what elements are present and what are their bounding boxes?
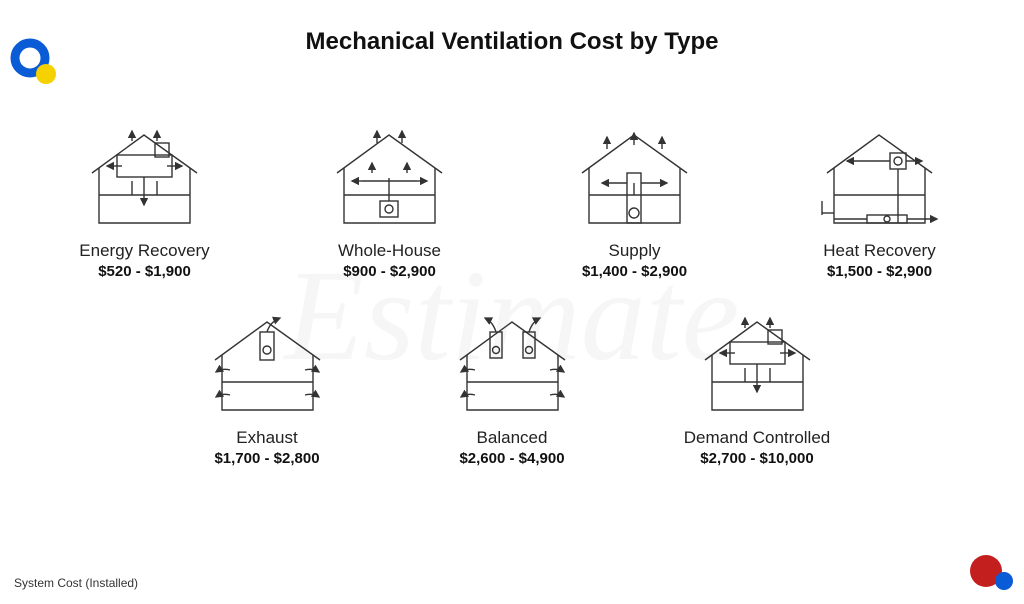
card-label: Energy Recovery bbox=[79, 241, 209, 261]
footnote-text: System Cost (Installed) bbox=[14, 576, 138, 590]
card-label: Balanced bbox=[477, 428, 548, 448]
card-price: $1,400 - $2,900 bbox=[582, 263, 687, 280]
card-label: Heat Recovery bbox=[823, 241, 935, 261]
card-price: $2,700 - $10,000 bbox=[700, 450, 813, 467]
house-diagram-icon bbox=[77, 123, 212, 233]
card-label: Whole-House bbox=[338, 241, 441, 261]
page-title: Mechanical Ventilation Cost by Type bbox=[0, 28, 1024, 56]
house-diagram-icon bbox=[690, 310, 825, 420]
card-whole-house: Whole-House $900 - $2,900 bbox=[302, 123, 477, 280]
card-price: $2,600 - $4,900 bbox=[459, 450, 564, 467]
card-heat-recovery: Heat Recovery $1,500 - $2,900 bbox=[792, 123, 967, 280]
grid-row-1: Energy Recovery $520 - $1,900 bbox=[57, 123, 967, 280]
card-energy-recovery: Energy Recovery $520 - $1,900 bbox=[57, 123, 232, 280]
card-label: Exhaust bbox=[236, 428, 297, 448]
card-balanced: Balanced $2,600 - $4,900 bbox=[425, 310, 600, 467]
card-price: $900 - $2,900 bbox=[343, 263, 436, 280]
brand-logo-bottom-right bbox=[966, 549, 1016, 596]
card-supply: Supply $1,400 - $2,900 bbox=[547, 123, 722, 280]
brand-logo-top-left bbox=[8, 36, 62, 95]
grid-row-2: Exhaust $1,700 - $2,800 bbox=[180, 310, 845, 467]
house-diagram-icon bbox=[812, 123, 947, 233]
house-diagram-icon bbox=[445, 310, 580, 420]
house-diagram-icon bbox=[200, 310, 335, 420]
card-label: Supply bbox=[609, 241, 661, 261]
card-price: $1,500 - $2,900 bbox=[827, 263, 932, 280]
card-demand-controlled: Demand Controlled $2,700 - $10,000 bbox=[670, 310, 845, 467]
house-diagram-icon bbox=[567, 123, 702, 233]
ventilation-grid: Energy Recovery $520 - $1,900 bbox=[0, 123, 1024, 467]
card-price: $1,700 - $2,800 bbox=[214, 450, 319, 467]
house-diagram-icon bbox=[322, 123, 457, 233]
card-exhaust: Exhaust $1,700 - $2,800 bbox=[180, 310, 355, 467]
card-price: $520 - $1,900 bbox=[98, 263, 191, 280]
card-label: Demand Controlled bbox=[684, 428, 830, 448]
